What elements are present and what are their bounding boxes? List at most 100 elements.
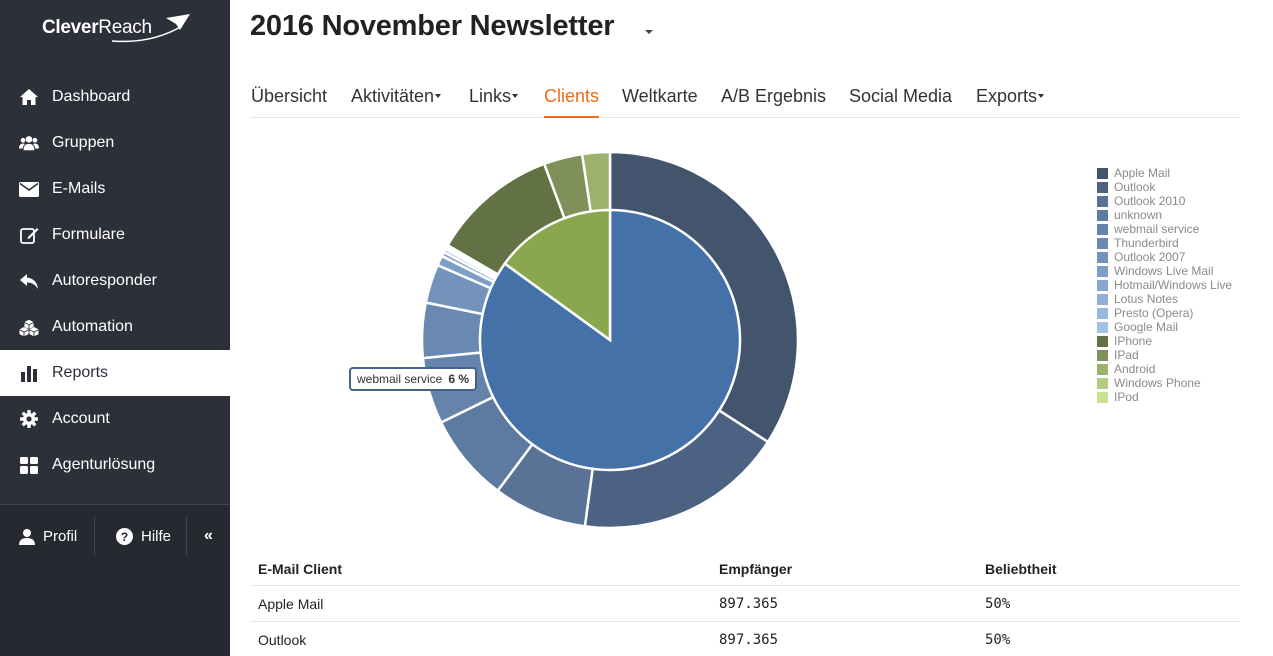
- popularity-cell: 50%: [985, 595, 1011, 612]
- legend-item[interactable]: webmail service: [1097, 222, 1232, 236]
- legend-item[interactable]: Hotmail/Windows Live: [1097, 278, 1232, 292]
- help-label: Hilfe: [141, 527, 172, 545]
- legend-item[interactable]: Apple Mail: [1097, 166, 1232, 180]
- envelope-icon: [19, 179, 39, 199]
- tab-exports[interactable]: Exports: [976, 86, 1045, 118]
- user-icon: [19, 528, 35, 545]
- tab-social-media[interactable]: Social Media: [849, 86, 952, 118]
- cleverreach-logo[interactable]: CleverReach: [42, 10, 190, 46]
- legend-item[interactable]: Windows Phone: [1097, 376, 1232, 390]
- reply-icon: [19, 271, 39, 291]
- legend-item[interactable]: Windows Live Mail: [1097, 264, 1232, 278]
- legend-label: Windows Live Mail: [1114, 264, 1214, 278]
- sidebar-item-label: Autoresponder: [52, 272, 157, 289]
- legend-label: Windows Phone: [1114, 376, 1201, 390]
- sidebar-item-label: E-Mails: [52, 180, 106, 197]
- email-client-pie-chart: [420, 150, 800, 530]
- sidebar-item-autoresponder[interactable]: Autoresponder: [0, 258, 230, 304]
- legend-item[interactable]: Lotus Notes: [1097, 292, 1232, 306]
- tab-label: Aktivitäten: [351, 86, 435, 106]
- legend-item[interactable]: Thunderbird: [1097, 236, 1232, 250]
- sidebar-item-label: Formulare: [52, 226, 125, 243]
- legend-item[interactable]: IPhone: [1097, 334, 1232, 348]
- cubes-icon: [19, 317, 39, 337]
- legend-swatch: [1097, 321, 1108, 333]
- legend-swatch: [1097, 209, 1108, 221]
- legend-label: IPod: [1114, 390, 1139, 404]
- legend-label: Google Mail: [1114, 320, 1179, 334]
- legend-swatch: [1097, 335, 1108, 347]
- sidebar-item-agenturlösung[interactable]: Agenturlösung: [0, 442, 230, 488]
- tab-aktivitäten[interactable]: Aktivitäten: [351, 86, 442, 118]
- report-tabs: Übersicht Aktivitäten Links Clients Weltkart…: [250, 78, 1240, 118]
- grid-icon: [19, 455, 39, 475]
- sidebar-item-e-mails[interactable]: E-Mails: [0, 166, 230, 212]
- chart-legend: Apple Mail Outlook Outlook 2010 unknown webm…: [1097, 166, 1232, 404]
- profile-label: Profil: [43, 527, 78, 545]
- legend-label: webmail service: [1114, 222, 1200, 236]
- users-icon: [19, 133, 39, 153]
- legend-label: Android: [1114, 362, 1156, 376]
- tab-label: Übersicht: [251, 86, 328, 106]
- recipients-cell: 897.365: [719, 595, 779, 612]
- legend-item[interactable]: unknown: [1097, 208, 1232, 222]
- tab-a-b-ergebnis[interactable]: A/B Ergebnis: [721, 86, 826, 118]
- profile-button[interactable]: Profil: [19, 516, 77, 556]
- legend-swatch: [1097, 391, 1108, 403]
- legend-item[interactable]: Outlook 2010: [1097, 194, 1232, 208]
- inner-slice-mobile[interactable]: [503, 208, 612, 343]
- legend-swatch: [1097, 293, 1108, 305]
- column-header-popularity: Beliebtheit: [985, 560, 1057, 577]
- legend-label: Outlook 2010: [1114, 194, 1186, 208]
- sidebar-item-gruppen[interactable]: Gruppen: [0, 120, 230, 166]
- legend-item[interactable]: Outlook: [1097, 180, 1232, 194]
- legend-item[interactable]: Presto (Opera): [1097, 306, 1232, 320]
- sidebar-item-label: Gruppen: [52, 134, 115, 151]
- legend-swatch: [1097, 279, 1108, 291]
- tab-label: Social Media: [849, 86, 953, 106]
- tab-label: A/B Ergebnis: [721, 86, 827, 106]
- tab-übersicht[interactable]: Übersicht: [251, 86, 327, 118]
- legend-label: unknown: [1114, 208, 1163, 222]
- legend-item[interactable]: Google Mail: [1097, 320, 1232, 334]
- tab-weltkarte[interactable]: Weltkarte: [622, 86, 698, 118]
- tab-links[interactable]: Links: [469, 86, 519, 118]
- legend-item[interactable]: Android: [1097, 362, 1232, 376]
- footer-divider: [94, 516, 95, 556]
- sidebar-item-label: Agenturlösung: [52, 456, 156, 473]
- legend-item[interactable]: IPod: [1097, 390, 1232, 404]
- footer-divider: [186, 516, 187, 556]
- legend-swatch: [1097, 349, 1108, 361]
- legend-item[interactable]: IPad: [1097, 348, 1232, 362]
- sidebar-item-label: Automation: [52, 318, 133, 335]
- tab-clients[interactable]: Clients: [544, 86, 600, 118]
- chart-tooltip: webmail service 6 %: [349, 367, 478, 391]
- legend-label: Outlook: [1114, 180, 1156, 194]
- collapse-sidebar-button[interactable]: «: [204, 516, 213, 556]
- legend-swatch: [1097, 167, 1108, 179]
- legend-swatch: [1097, 223, 1108, 235]
- sidebar-item-account[interactable]: Account: [0, 396, 230, 442]
- table-row: Apple Mail 897.365 50%: [250, 586, 1240, 622]
- sidebar-item-label: Account: [52, 410, 110, 427]
- question-circle-icon: ?: [116, 527, 133, 545]
- sidebar-item-dashboard[interactable]: Dashboard: [0, 74, 230, 120]
- title-dropdown-caret-icon[interactable]: [645, 30, 653, 34]
- tab-label: Exports: [976, 86, 1038, 106]
- help-button[interactable]: ? Hilfe: [116, 516, 171, 556]
- sidebar-item-formulare[interactable]: Formulare: [0, 212, 230, 258]
- sidebar-item-automation[interactable]: Automation: [0, 304, 230, 350]
- sidebar-item-label: Dashboard: [52, 88, 131, 105]
- legend-label: Thunderbird: [1114, 236, 1179, 250]
- popularity-cell: 50%: [985, 631, 1011, 648]
- recipients-cell: 897.365: [719, 631, 779, 648]
- legend-swatch: [1097, 265, 1108, 277]
- tab-label: Links: [469, 86, 512, 106]
- table-header-row: E-Mail Client Empfänger Beliebtheit: [250, 552, 1240, 586]
- sidebar-divider: [0, 504, 230, 505]
- home-icon: [19, 87, 39, 107]
- sidebar-item-reports[interactable]: Reports: [0, 350, 230, 396]
- legend-item[interactable]: Outlook 2007: [1097, 250, 1232, 264]
- legend-swatch: [1097, 307, 1108, 319]
- sidebar-item-label: Reports: [52, 364, 109, 381]
